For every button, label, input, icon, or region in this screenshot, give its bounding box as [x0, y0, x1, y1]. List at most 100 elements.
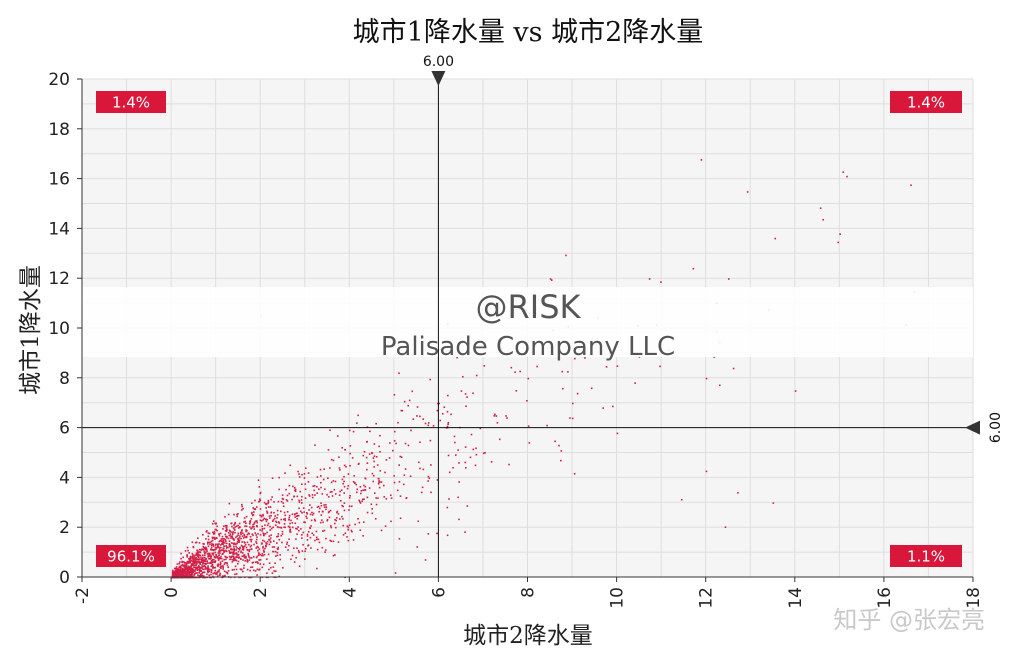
data-point: [202, 533, 204, 536]
data-point: [329, 491, 332, 493]
data-point: [351, 530, 353, 533]
data-point: [746, 191, 749, 193]
data-point: [213, 532, 216, 535]
data-point: [280, 534, 283, 537]
crosshair-y-marker[interactable]: [965, 420, 980, 435]
data-point: [261, 525, 263, 528]
data-point: [245, 555, 247, 558]
data-point: [612, 405, 614, 408]
data-point: [180, 552, 182, 555]
data-point: [231, 569, 234, 571]
data-point: [475, 374, 478, 377]
data-point: [239, 557, 242, 560]
data-point: [349, 445, 352, 447]
data-point: [412, 418, 415, 420]
data-point: [242, 546, 244, 548]
data-point: [420, 491, 423, 494]
data-point: [251, 526, 254, 528]
data-point: [584, 357, 586, 359]
data-point: [273, 511, 275, 514]
data-point: [192, 562, 195, 565]
data-point: [331, 495, 334, 497]
data-point: [177, 571, 179, 574]
data-point: [316, 548, 319, 551]
data-point: [233, 539, 235, 541]
data-point: [398, 464, 400, 466]
data-point: [212, 549, 215, 552]
data-point: [375, 422, 377, 425]
data-point: [469, 456, 472, 459]
data-point: [316, 567, 318, 570]
data-point: [266, 524, 269, 527]
data-point: [214, 538, 217, 540]
quadrant-badge-bg: [96, 545, 166, 567]
data-point: [265, 544, 267, 547]
data-point: [519, 370, 521, 373]
data-point: [185, 564, 188, 567]
data-point: [236, 554, 238, 556]
data-point: [336, 510, 339, 513]
data-point: [285, 543, 288, 545]
data-point: [210, 571, 213, 573]
crosshair: 6.00 6.00: [82, 54, 1004, 577]
data-point: [403, 400, 406, 403]
data-point: [246, 541, 249, 544]
data-point: [252, 507, 254, 509]
data-point: [334, 480, 337, 483]
crosshair-x-marker[interactable]: [431, 71, 446, 86]
data-point: [244, 557, 246, 559]
data-point: [319, 521, 322, 524]
data-point: [191, 573, 193, 576]
data-point: [235, 559, 238, 562]
data-point: [187, 570, 190, 572]
data-point: [311, 532, 314, 535]
data-point: [294, 489, 296, 492]
data-point: [232, 538, 235, 540]
data-point: [223, 563, 226, 565]
data-point: [212, 552, 215, 555]
data-point: [176, 569, 178, 571]
data-point: [241, 541, 243, 543]
data-point: [277, 535, 280, 538]
data-point: [296, 533, 298, 536]
data-point: [233, 545, 235, 548]
data-point: [271, 572, 274, 574]
data-point: [732, 367, 735, 370]
data-point: [373, 492, 376, 495]
data-point: [363, 450, 366, 453]
data-point: [207, 532, 210, 534]
data-point: [183, 564, 186, 566]
data-point: [319, 481, 322, 484]
data-point: [219, 532, 222, 535]
data-point: [271, 546, 274, 548]
data-point: [279, 558, 282, 561]
data-point: [215, 547, 218, 549]
data-point: [240, 568, 242, 571]
data-point: [260, 515, 263, 518]
data-point: [332, 554, 335, 557]
data-point: [427, 533, 430, 535]
data-point: [245, 536, 248, 539]
data-point: [217, 570, 219, 573]
data-point: [198, 558, 201, 560]
data-point: [206, 530, 208, 532]
data-point: [242, 548, 245, 550]
data-point: [400, 409, 403, 412]
data-point: [330, 526, 333, 529]
data-point: [272, 566, 275, 568]
data-point: [343, 492, 346, 494]
data-point: [237, 512, 239, 515]
data-point: [214, 546, 217, 549]
data-point: [325, 506, 328, 508]
data-point: [271, 496, 273, 498]
data-point: [214, 572, 217, 575]
data-point: [254, 532, 257, 534]
data-point: [181, 575, 183, 578]
data-point: [223, 570, 226, 573]
data-point: [179, 574, 182, 576]
data-point: [366, 496, 369, 499]
data-point: [193, 559, 196, 561]
data-point: [225, 535, 227, 538]
data-point: [312, 485, 314, 488]
data-point: [348, 524, 351, 527]
